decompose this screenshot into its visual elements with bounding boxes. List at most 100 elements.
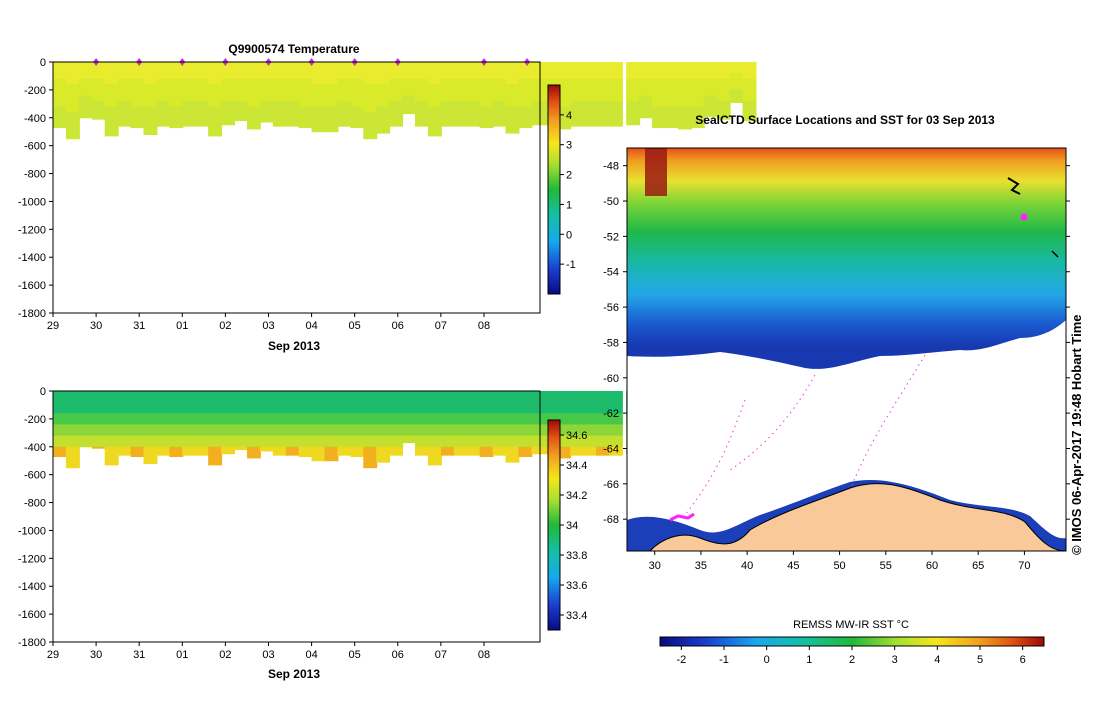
- profile-cell: [324, 73, 339, 80]
- profile-cell: [690, 78, 705, 85]
- profile-cell: [324, 407, 339, 414]
- profile-cell: [518, 89, 533, 96]
- profile-cell: [544, 78, 559, 85]
- profile-cell: [583, 62, 598, 69]
- profile-cell: [570, 67, 585, 74]
- profile-cell: [65, 418, 80, 425]
- profile-cell: [234, 67, 248, 74]
- profile-cell: [234, 424, 248, 431]
- profile-cell: [440, 89, 455, 96]
- profile-cell: [608, 73, 623, 80]
- sst-colorbar-tick-label: 6: [1020, 654, 1026, 666]
- profile-cell: [639, 101, 654, 108]
- profile-cell: [596, 101, 610, 108]
- profile-cell: [272, 106, 287, 113]
- profile-cell: [690, 95, 705, 102]
- profile-cell: [156, 435, 171, 442]
- profile-cell: [117, 123, 132, 127]
- profile-cell: [104, 95, 119, 102]
- profile-cell: [350, 430, 365, 437]
- profile-cell: [389, 106, 404, 113]
- profile-cell: [143, 396, 158, 403]
- profile-cell: [272, 402, 287, 409]
- profile-cell: [453, 117, 468, 124]
- profile-cell: [518, 78, 533, 85]
- profile-cell: [690, 123, 705, 129]
- profile-cell: [492, 67, 507, 74]
- profile-cell: [557, 424, 572, 431]
- profile-cell: [453, 78, 468, 85]
- profile-cell: [479, 117, 494, 124]
- profile-cell: [182, 62, 197, 69]
- profile-cell: [143, 413, 158, 420]
- profile-cell: [703, 101, 718, 108]
- profile-cell: [479, 424, 494, 431]
- profile-cell: [363, 78, 378, 85]
- profile-cell: [221, 418, 236, 425]
- x-tick-label: 02: [219, 649, 231, 661]
- profile-cell: [324, 101, 339, 108]
- profile-cell: [677, 73, 692, 80]
- profile-cell: [544, 67, 559, 74]
- profile-cell: [415, 67, 429, 74]
- profile-cell: [690, 84, 705, 91]
- profile-cell: [742, 106, 757, 113]
- profile-cell: [608, 396, 623, 403]
- profile-cell: [492, 396, 507, 403]
- profile-cell: [117, 418, 132, 425]
- sst-colorbar-tick-label: -1: [719, 654, 729, 666]
- profile-cell: [639, 89, 654, 96]
- profile-cell: [596, 424, 610, 431]
- profile-cell: [596, 78, 610, 85]
- profile-cell: [208, 391, 223, 398]
- profile-cell: [570, 78, 585, 85]
- profile-cell: [246, 62, 261, 69]
- x-tick-label: 07: [435, 320, 447, 332]
- credit-text: © IMOS 06-Apr-2017 19:48 Hobart Time: [1069, 314, 1084, 555]
- lat-tick-label: -52: [603, 231, 619, 243]
- salinity-xlabel: Sep 2013: [268, 667, 320, 681]
- profile-cell: [298, 112, 313, 119]
- profile-cell: [440, 435, 455, 442]
- profile-cell: [427, 391, 442, 398]
- profile-cell: [466, 391, 481, 398]
- profile-cell: [596, 413, 610, 420]
- profile-cell: [664, 123, 679, 129]
- profile-cell: [285, 112, 300, 119]
- profile-cell: [570, 117, 585, 124]
- profile-cell: [53, 78, 67, 85]
- profile-cell: [259, 112, 274, 119]
- profile-cell: [402, 84, 417, 91]
- profile-cell: [350, 78, 365, 85]
- profile-cell: [518, 424, 533, 431]
- profile-cell: [208, 446, 223, 453]
- profile-cell: [143, 430, 158, 437]
- profile-cell: [130, 407, 145, 414]
- profile-cell: [557, 62, 572, 69]
- profile-cell: [729, 101, 744, 103]
- profile-cell: [363, 463, 378, 469]
- antarctic-land: [649, 483, 1066, 551]
- lat-tick-label: -64: [603, 443, 619, 455]
- profile-cell: [389, 123, 404, 127]
- lon-tick-label: 70: [1018, 560, 1030, 572]
- profile-cell: [65, 430, 80, 437]
- profile-cell: [350, 67, 365, 74]
- map-frame: [626, 147, 1067, 552]
- profile-cell: [608, 446, 623, 453]
- profile-cell: [596, 446, 610, 453]
- profile-cell: [557, 413, 572, 420]
- profile-cell: [518, 407, 533, 414]
- profile-cell: [427, 89, 442, 96]
- profile-cell: [156, 73, 171, 80]
- profile-cell: [246, 435, 261, 442]
- profile-cell: [716, 95, 731, 102]
- profile-cell: [389, 67, 404, 74]
- profile-cell: [415, 78, 429, 85]
- profile-cell: [195, 78, 210, 85]
- profile-cell: [130, 73, 145, 80]
- profile-cell: [272, 67, 287, 74]
- profile-cell: [376, 89, 391, 96]
- profile-cell: [677, 112, 692, 119]
